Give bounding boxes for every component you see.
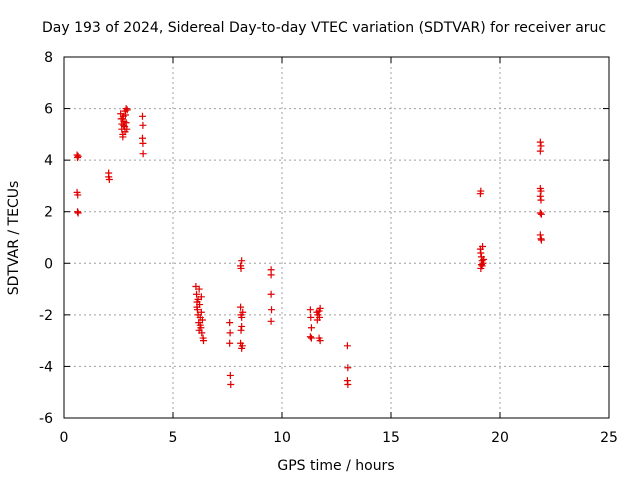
data-point [344, 380, 352, 388]
data-point [237, 326, 245, 334]
data-point [74, 154, 82, 162]
data-point [138, 112, 146, 120]
data-point [477, 249, 485, 257]
data-point [537, 236, 545, 244]
data-point [195, 326, 203, 334]
data-point [123, 125, 131, 133]
data-point [238, 257, 246, 265]
data-point [316, 337, 324, 345]
y-tick-label: -4 [39, 359, 53, 375]
x-tick-label: 15 [382, 430, 400, 446]
data-point [307, 334, 315, 342]
data-point [198, 316, 206, 324]
data-point [123, 106, 131, 114]
x-tick-label: 5 [169, 430, 178, 446]
data-point [121, 111, 129, 119]
data-point [74, 191, 82, 199]
data-point [477, 261, 485, 269]
data-point [537, 187, 545, 195]
x-tick-label: 0 [60, 430, 69, 446]
data-point [226, 339, 234, 347]
y-tick-label: 8 [44, 50, 53, 66]
data-point [193, 290, 201, 298]
data-point [226, 319, 234, 327]
data-point [480, 255, 488, 263]
data-point [226, 329, 234, 337]
data-point [343, 342, 351, 350]
data-point [193, 303, 201, 311]
y-tick-labels: -6 -4 -2 0 2 4 6 8 [39, 50, 53, 427]
data-point [74, 209, 82, 217]
data-point [196, 321, 204, 329]
data-point [477, 187, 485, 195]
data-point [195, 285, 203, 293]
axis-ticks [63, 56, 610, 419]
data-point [139, 150, 147, 158]
data-point [536, 209, 544, 217]
data-point [74, 208, 82, 216]
data-point [200, 337, 208, 345]
data-point [119, 133, 127, 141]
x-tick-label: 10 [273, 430, 291, 446]
data-point [227, 380, 235, 388]
data-point [120, 121, 128, 129]
y-tick-label: 2 [44, 205, 53, 221]
data-point [307, 313, 315, 321]
data-point [139, 121, 147, 129]
data-point [122, 105, 130, 113]
data-point [344, 364, 352, 372]
data-point [536, 147, 544, 155]
data-point [306, 333, 314, 341]
data-point [237, 303, 245, 311]
x-tick-labels: 0 5 10 15 20 25 [60, 430, 618, 446]
data-point [238, 322, 246, 330]
data-point [267, 271, 275, 279]
data-point [479, 243, 487, 251]
data-point [307, 324, 315, 332]
y-tick-label: 0 [44, 256, 53, 272]
x-tick-label: 20 [491, 430, 509, 446]
data-point [267, 290, 275, 298]
x-tick-label: 25 [600, 430, 618, 446]
data-point [478, 262, 486, 270]
data-point [238, 313, 246, 321]
data-point [537, 196, 545, 204]
y-tick-label: -6 [39, 411, 53, 427]
data-point [536, 138, 544, 146]
data-point [306, 306, 314, 314]
data-point [139, 139, 147, 147]
data-point [74, 152, 82, 160]
data-point [238, 342, 246, 350]
data-point [105, 175, 113, 183]
y-axis-label: SDTVAR / TECUs [6, 181, 22, 296]
data-point [536, 192, 544, 200]
data-point [239, 308, 247, 316]
data-point [537, 210, 545, 218]
y-tick-label: -2 [39, 308, 53, 324]
data-point [316, 304, 324, 312]
data-point [194, 295, 202, 303]
chart-title: Day 193 of 2024, Sidereal Day-to-day VTE… [42, 20, 606, 36]
plot-frame [63, 56, 610, 419]
data-point [237, 264, 245, 272]
y-tick-label: 4 [44, 153, 53, 169]
data-point [118, 115, 126, 123]
x-axis-label: GPS time / hours [277, 458, 394, 474]
y-tick-label: 6 [44, 102, 53, 118]
data-point [267, 317, 275, 325]
data-point [315, 313, 323, 321]
data-point [537, 142, 545, 150]
data-point [268, 306, 276, 314]
data-point [197, 308, 205, 316]
grid-lines [64, 57, 609, 418]
data-point [536, 231, 544, 239]
data-points [73, 105, 545, 388]
data-point [226, 371, 234, 379]
